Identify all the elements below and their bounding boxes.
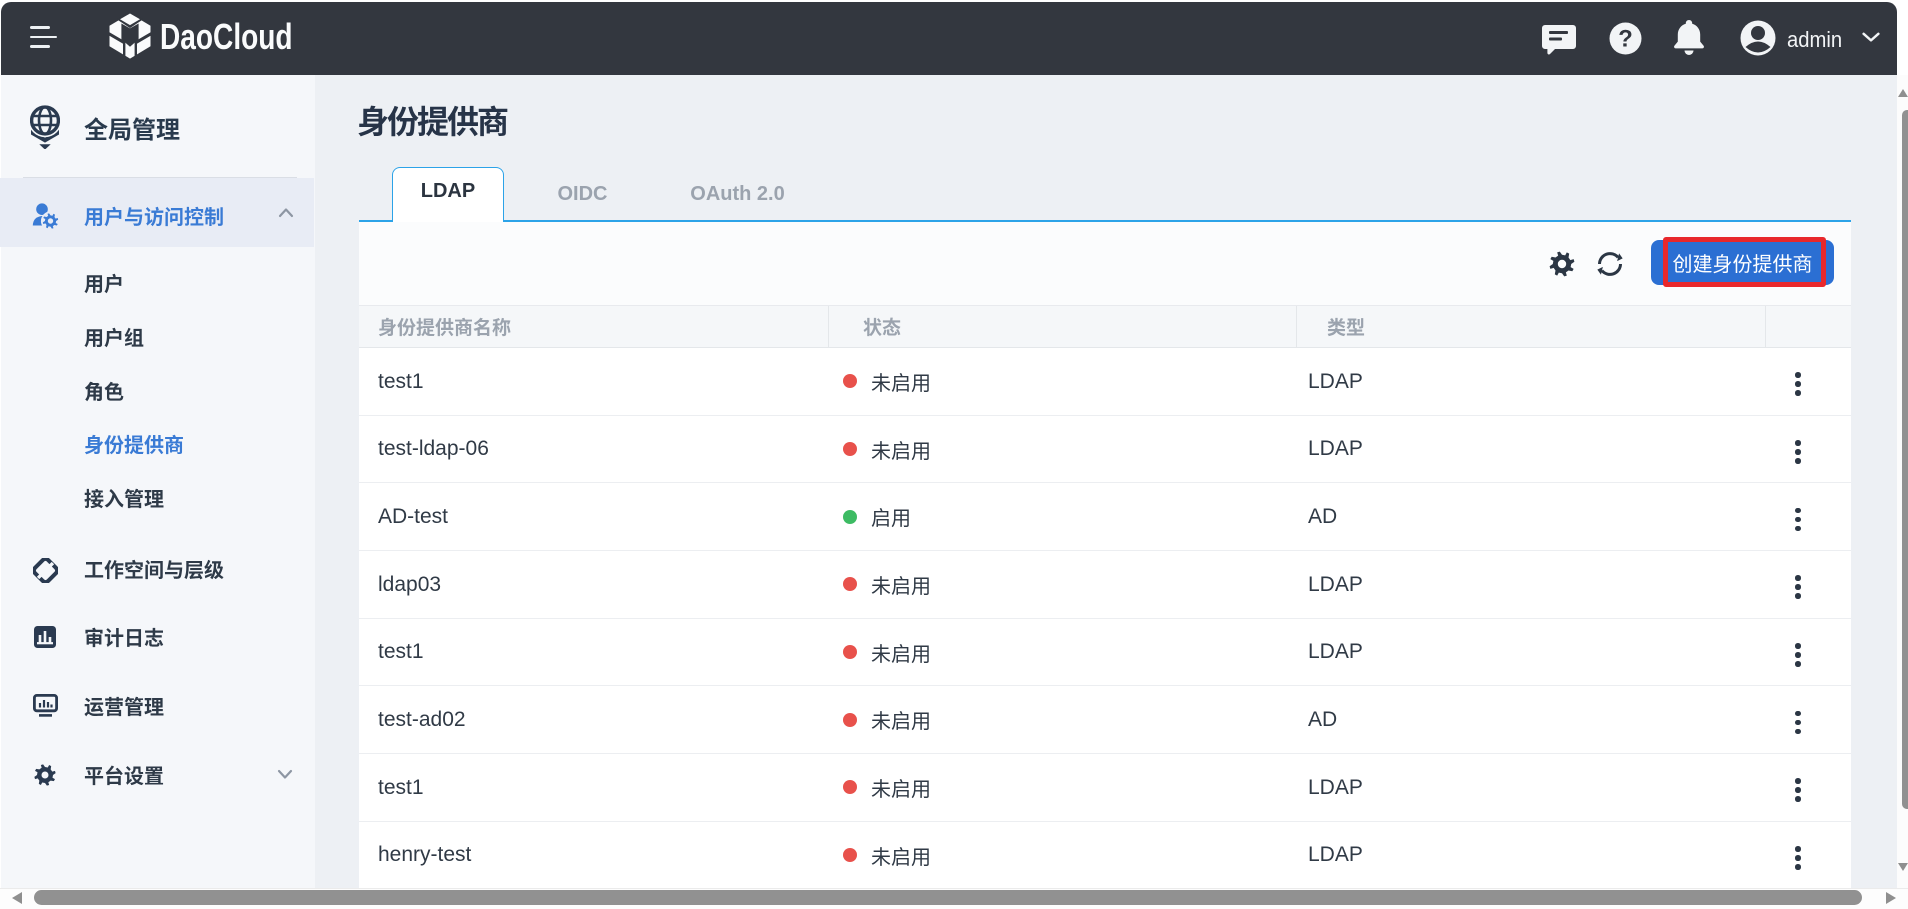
svg-text:?: ? — [1618, 26, 1633, 53]
